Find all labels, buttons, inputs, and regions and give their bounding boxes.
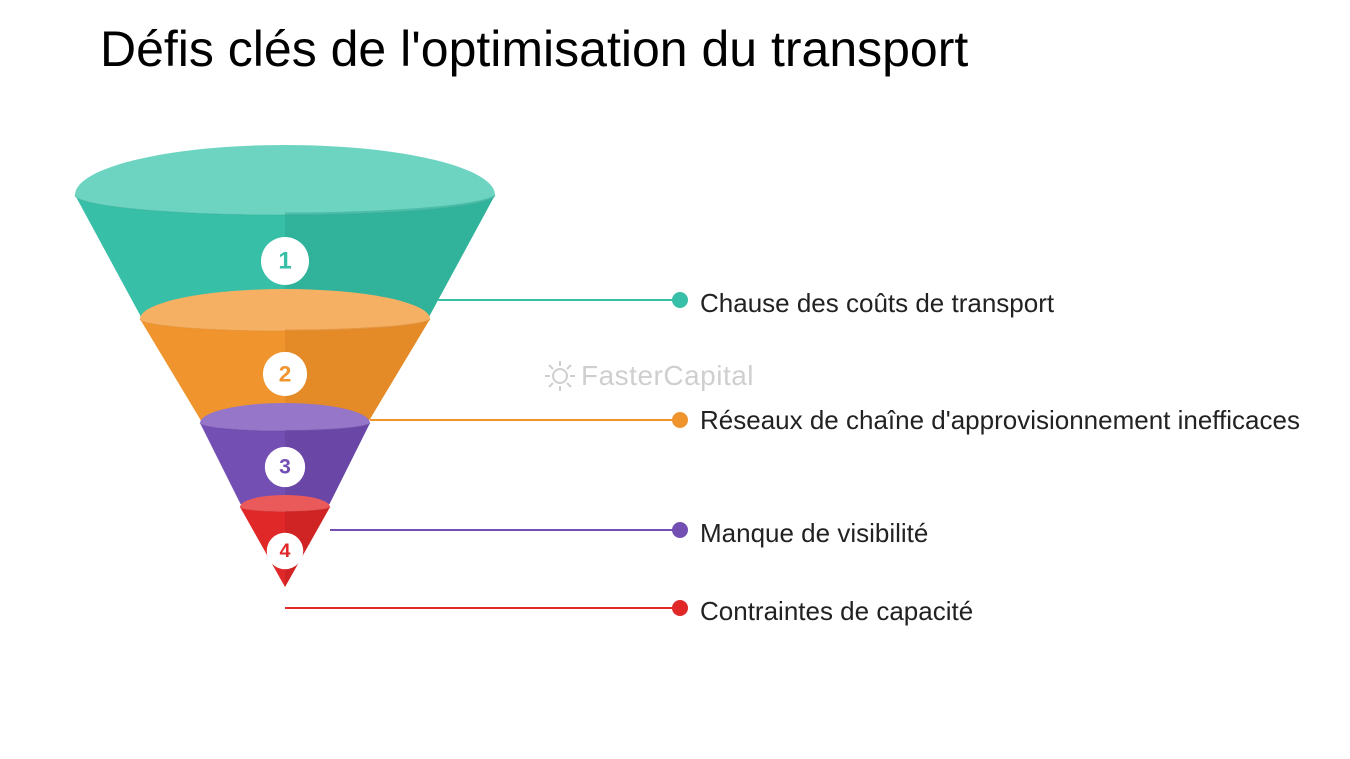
connector-dot-4 — [672, 600, 688, 616]
gear-icon — [545, 361, 575, 391]
connector-dot-1 — [672, 292, 688, 308]
funnel-stage-4: 4 — [240, 495, 330, 587]
stage-number-4: 4 — [280, 540, 291, 562]
funnel-stage-3: 3 — [200, 403, 370, 509]
connector-dot-2 — [672, 412, 688, 428]
stage-label-1: Chause des coûts de transport — [700, 288, 1054, 319]
stage-label-4: Contraintes de capacité — [700, 596, 973, 627]
connector-dot-3 — [672, 522, 688, 538]
stage-label-2: Réseaux de chaîne d'approvisionnement in… — [700, 405, 1300, 436]
watermark-text: FasterCapital — [581, 360, 754, 392]
watermark: FasterCapital — [545, 360, 754, 392]
stage-number-3: 3 — [279, 456, 291, 479]
stage-label-3: Manque de visibilité — [700, 518, 928, 549]
stage-number-2: 2 — [279, 362, 292, 387]
stage-number-1: 1 — [278, 248, 291, 275]
